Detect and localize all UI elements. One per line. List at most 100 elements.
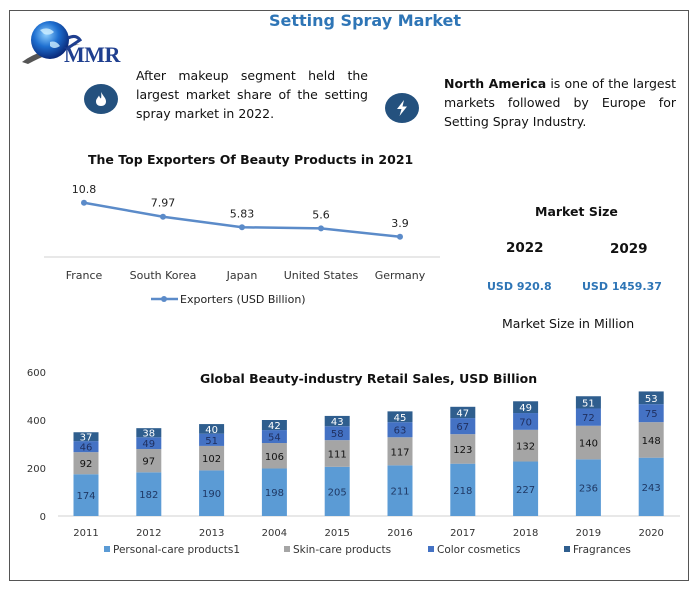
- highlight-makeup-text: After makeup segment held the largest ma…: [136, 68, 368, 121]
- bar-segment-personal-care-products1: [136, 472, 162, 516]
- exporters-point-japan: [239, 224, 245, 231]
- bar-data-label: 67: [456, 422, 469, 433]
- legend-swatch-color-cosmetics: [428, 546, 434, 552]
- bar-segment-skin-care-products: [73, 452, 99, 475]
- bar-segment-fragrances: [324, 415, 350, 427]
- bar-data-label: 218: [453, 486, 472, 497]
- bar-segment-personal-care-products1: [324, 466, 350, 516]
- legend-swatch-skin-care-products: [284, 546, 290, 552]
- line-chart-legend-label: Exporters (USD Billion): [180, 293, 306, 306]
- bar-data-label: 49: [519, 403, 532, 414]
- market-size-note: Market Size in Million: [502, 316, 635, 331]
- highlight-region-text: is one of the largest markets followed b…: [444, 76, 676, 129]
- bar-segment-color-cosmetics: [199, 433, 225, 446]
- bar-segment-skin-care-products: [387, 437, 413, 466]
- line-chart-x-tick: United States: [284, 269, 359, 282]
- bar-data-label: 54: [268, 433, 281, 444]
- bar-chart-x-tick: 2016: [387, 528, 412, 539]
- bar-chart-x-tick: 2011: [73, 528, 98, 539]
- exporters-data-label: 5.83: [230, 207, 255, 220]
- exporters-line-chart: 10.8 France 7.97 South Korea 5.83 Japan 5.6 Uni…: [44, 183, 440, 306]
- bar-segment-skin-care-products: [450, 434, 476, 464]
- bar-segment-color-cosmetics: [261, 430, 287, 444]
- logo-text: MMR: [64, 42, 120, 67]
- exporters-data-label: 5.6: [312, 208, 330, 221]
- bar-segment-fragrances: [136, 428, 162, 438]
- line-chart-x-tick: France: [66, 269, 103, 282]
- bar-data-label: 211: [390, 487, 409, 498]
- bar-data-label: 205: [328, 487, 347, 498]
- bar-data-label: 49: [142, 439, 155, 450]
- bar-segment-skin-care-products: [324, 440, 350, 467]
- bar-segment-fragrances: [387, 411, 413, 423]
- bar-data-label: 51: [205, 436, 218, 447]
- bar-data-label: 123: [453, 445, 472, 456]
- bar-data-label: 70: [519, 417, 532, 428]
- legend-swatch-fragrances: [564, 546, 570, 552]
- lightning-icon: [385, 93, 419, 123]
- bar-segment-color-cosmetics: [136, 437, 162, 450]
- bar-segment-fragrances: [638, 391, 664, 405]
- bar-segment-personal-care-products1: [387, 465, 413, 516]
- bar-data-label: 198: [265, 488, 284, 499]
- market-size-heading: Market Size: [535, 204, 618, 219]
- bar-chart-x-tick: 2017: [450, 528, 475, 539]
- line-chart-x-tick: Germany: [375, 269, 426, 282]
- bar-chart-y-tick: 200: [27, 464, 46, 475]
- infographic-frame: [9, 10, 689, 581]
- bar-chart-y-tick: 0: [40, 512, 46, 523]
- bar-data-label: 148: [642, 436, 661, 447]
- bar-segment-fragrances: [73, 432, 99, 442]
- bar-segment-personal-care-products1: [261, 468, 287, 516]
- bar-chart-x-tick: 2015: [324, 528, 349, 539]
- bar-segment-personal-care-products1: [450, 463, 476, 516]
- bar-data-label: 92: [80, 459, 93, 470]
- bar-chart-legend-label: Skin-care products: [293, 544, 391, 556]
- page-title: Setting Spray Market: [268, 11, 462, 30]
- bar-segment-skin-care-products: [136, 449, 162, 473]
- bar-data-label: 243: [642, 483, 661, 494]
- bar-data-label: 236: [579, 484, 598, 495]
- highlight-region: North America: [444, 76, 547, 91]
- bar-data-label: 140: [579, 439, 598, 450]
- bar-data-label: 47: [456, 408, 469, 419]
- bar-data-label: 102: [202, 454, 221, 465]
- bar-chart-x-tick: 2012: [136, 528, 161, 539]
- bar-data-label: 38: [142, 429, 155, 440]
- bar-chart-x-tick: 2004: [262, 528, 287, 539]
- bar-segment-personal-care-products1: [513, 461, 539, 516]
- market-value-2029: USD 1459.37: [582, 280, 662, 293]
- retail-sales-stacked-bar-chart: 0200400600174924637201118297493820121901…: [27, 368, 680, 556]
- exporters-point-united-states: [318, 225, 324, 232]
- highlight-north-america-text: North America is one of the largest mark…: [444, 74, 676, 131]
- bar-chart-y-tick: 600: [27, 368, 46, 379]
- bar-segment-personal-care-products1: [638, 457, 664, 516]
- bar-data-label: 46: [80, 443, 93, 454]
- bar-chart-title: Global Beauty-industry Retail Sales, USD…: [200, 371, 538, 386]
- bar-segment-personal-care-products1: [73, 474, 99, 516]
- bar-data-label: 132: [516, 442, 535, 453]
- bar-chart-legend-label: Fragrances: [573, 544, 631, 556]
- exporters-data-label: 7.97: [151, 197, 176, 210]
- bar-chart-legend-label: Personal-care products1: [113, 544, 240, 556]
- bar-segment-personal-care-products1: [199, 470, 225, 516]
- bar-data-label: 43: [331, 417, 344, 428]
- bar-chart-legend-label: Color cosmetics: [437, 544, 520, 556]
- globe-icon: [22, 21, 83, 64]
- bar-data-label: 53: [645, 394, 658, 405]
- mmr-logo: [20, 18, 130, 66]
- bar-segment-fragrances: [199, 424, 225, 434]
- exporters-data-label: 3.9: [391, 217, 409, 230]
- bar-chart-x-tick: 2018: [513, 528, 538, 539]
- exporters-data-label: 10.8: [72, 183, 97, 196]
- bar-data-label: 182: [139, 490, 158, 501]
- bar-segment-skin-care-products: [261, 443, 287, 469]
- bar-segment-color-cosmetics: [387, 422, 413, 438]
- exporters-point-france: [81, 199, 87, 206]
- bar-data-label: 51: [582, 398, 595, 409]
- line-chart-x-tick: South Korea: [130, 269, 197, 282]
- bar-data-label: 174: [76, 491, 95, 502]
- bar-chart-x-tick: 2019: [576, 528, 601, 539]
- bar-segment-skin-care-products: [199, 445, 225, 471]
- bar-data-label: 63: [394, 426, 407, 437]
